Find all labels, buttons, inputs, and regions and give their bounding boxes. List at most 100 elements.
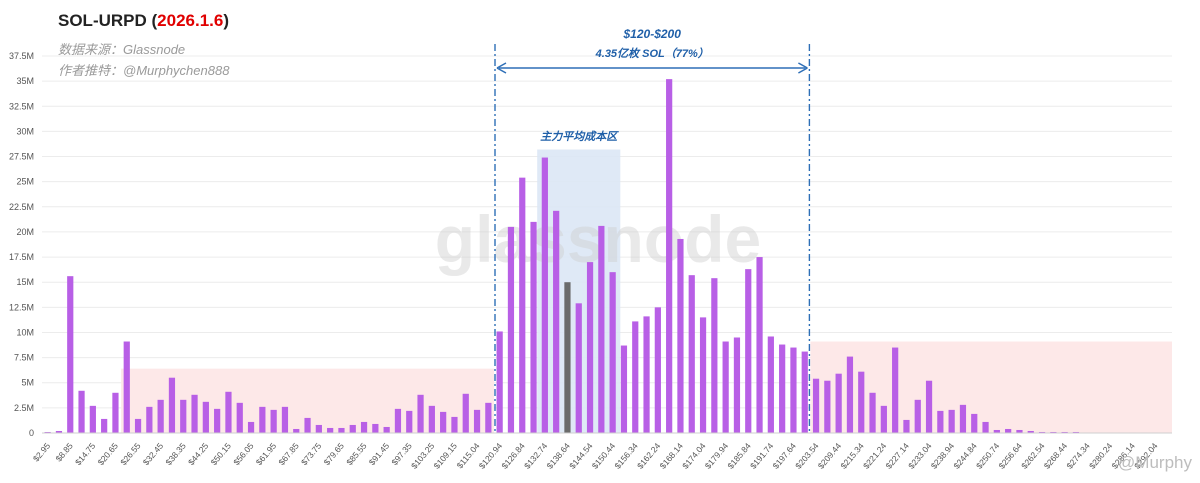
bar bbox=[892, 347, 899, 433]
bar bbox=[406, 410, 413, 433]
range-arrow-right-head bbox=[798, 62, 808, 74]
bar bbox=[202, 401, 209, 433]
y-tick-label: 0 bbox=[29, 428, 34, 438]
author-credit: @Murphy bbox=[1118, 453, 1192, 472]
bar bbox=[394, 408, 402, 433]
bar bbox=[846, 356, 854, 433]
watermark: glassnode bbox=[435, 202, 761, 276]
y-tick-label: 37.5M bbox=[9, 51, 34, 61]
bar bbox=[485, 402, 492, 433]
bar bbox=[180, 399, 187, 433]
x-tick-label: $14.75 bbox=[73, 441, 98, 468]
author-label: 作者推特：@Murphychen888 bbox=[58, 63, 230, 78]
bar bbox=[89, 405, 96, 433]
x-tick-label: $85.55 bbox=[344, 441, 369, 468]
bar bbox=[338, 427, 345, 433]
bar bbox=[101, 418, 108, 433]
bar bbox=[812, 378, 820, 433]
bar bbox=[688, 275, 695, 433]
bar bbox=[462, 393, 469, 433]
bar bbox=[914, 399, 921, 433]
range-sublabel: 4.35亿枚 SOL（77%） bbox=[595, 47, 709, 60]
y-tick-label: 35M bbox=[16, 76, 34, 86]
side-zone bbox=[810, 341, 1172, 433]
bar bbox=[779, 344, 786, 433]
bar bbox=[123, 341, 130, 433]
bar bbox=[67, 276, 74, 433]
bar bbox=[937, 410, 944, 433]
bar bbox=[993, 429, 1000, 433]
bar bbox=[146, 406, 153, 433]
range-arrow-left-head bbox=[496, 62, 507, 74]
chart-title: SOL-URPD (2026.1.6) bbox=[58, 11, 229, 31]
bar bbox=[1016, 429, 1023, 433]
x-tick-label: $50.15 bbox=[209, 441, 234, 468]
bar bbox=[112, 392, 119, 433]
y-tick-label: 22.5M bbox=[9, 202, 34, 212]
bar bbox=[553, 210, 560, 433]
bar bbox=[699, 317, 707, 433]
bar bbox=[473, 409, 481, 433]
bar bbox=[801, 351, 808, 433]
bar bbox=[417, 394, 424, 433]
bar bbox=[971, 413, 978, 433]
y-tick-label: 20M bbox=[16, 227, 34, 237]
bar bbox=[1027, 430, 1034, 433]
y-tick-label: 10M bbox=[16, 327, 34, 337]
bar bbox=[880, 405, 887, 433]
bar bbox=[824, 380, 831, 433]
bar bbox=[756, 257, 763, 433]
bar bbox=[168, 377, 176, 433]
source-label: 数据来源：Glassnode bbox=[58, 42, 186, 57]
bar bbox=[78, 390, 85, 433]
bar bbox=[1061, 431, 1068, 433]
x-tick-label: $67.85 bbox=[276, 441, 301, 468]
bar bbox=[259, 406, 266, 433]
bar bbox=[281, 406, 289, 433]
bar bbox=[293, 428, 300, 433]
x-tick-label: $32.45 bbox=[141, 441, 166, 468]
y-tick-label: 27.5M bbox=[9, 152, 34, 162]
bar bbox=[948, 409, 955, 433]
bar bbox=[214, 408, 221, 433]
bar bbox=[620, 345, 628, 433]
y-tick-label: 32.5M bbox=[9, 101, 34, 111]
bar bbox=[440, 411, 447, 433]
x-tick-label: $20.65 bbox=[96, 441, 121, 468]
x-tick-label: $8.85 bbox=[53, 441, 75, 464]
bar bbox=[575, 303, 582, 433]
bar bbox=[722, 341, 729, 433]
bar bbox=[360, 421, 368, 433]
bar bbox=[236, 402, 243, 433]
x-tick-label: $61.95 bbox=[254, 441, 279, 468]
bar bbox=[383, 426, 390, 433]
x-tick-label: $109.15 bbox=[432, 441, 460, 471]
bar bbox=[349, 424, 356, 433]
bar bbox=[790, 347, 797, 433]
y-tick-label: 2.5M bbox=[14, 403, 34, 413]
bar bbox=[496, 331, 503, 433]
x-tick-label: $44.25 bbox=[186, 441, 211, 468]
x-tick-label: $73.75 bbox=[299, 441, 324, 468]
range-label: $120-$200 bbox=[623, 27, 682, 41]
bar bbox=[541, 157, 548, 433]
x-tick-label: $91.45 bbox=[367, 441, 392, 468]
x-tick-label: $79.65 bbox=[322, 441, 347, 468]
y-tick-label: 25M bbox=[16, 177, 34, 187]
bar bbox=[134, 418, 142, 433]
x-tick-label: $38.35 bbox=[163, 441, 188, 468]
bar bbox=[925, 380, 933, 433]
y-tick-label: 30M bbox=[16, 126, 34, 136]
bar bbox=[55, 430, 63, 433]
bar bbox=[44, 431, 51, 433]
x-tick-label: $2.95 bbox=[31, 441, 53, 464]
bar bbox=[598, 225, 605, 433]
bar bbox=[643, 316, 650, 433]
bar bbox=[858, 371, 865, 433]
x-tick-label: $26.55 bbox=[118, 441, 143, 468]
bar bbox=[247, 421, 255, 433]
bar bbox=[157, 399, 164, 433]
bar bbox=[1072, 431, 1080, 433]
bar bbox=[225, 391, 232, 433]
